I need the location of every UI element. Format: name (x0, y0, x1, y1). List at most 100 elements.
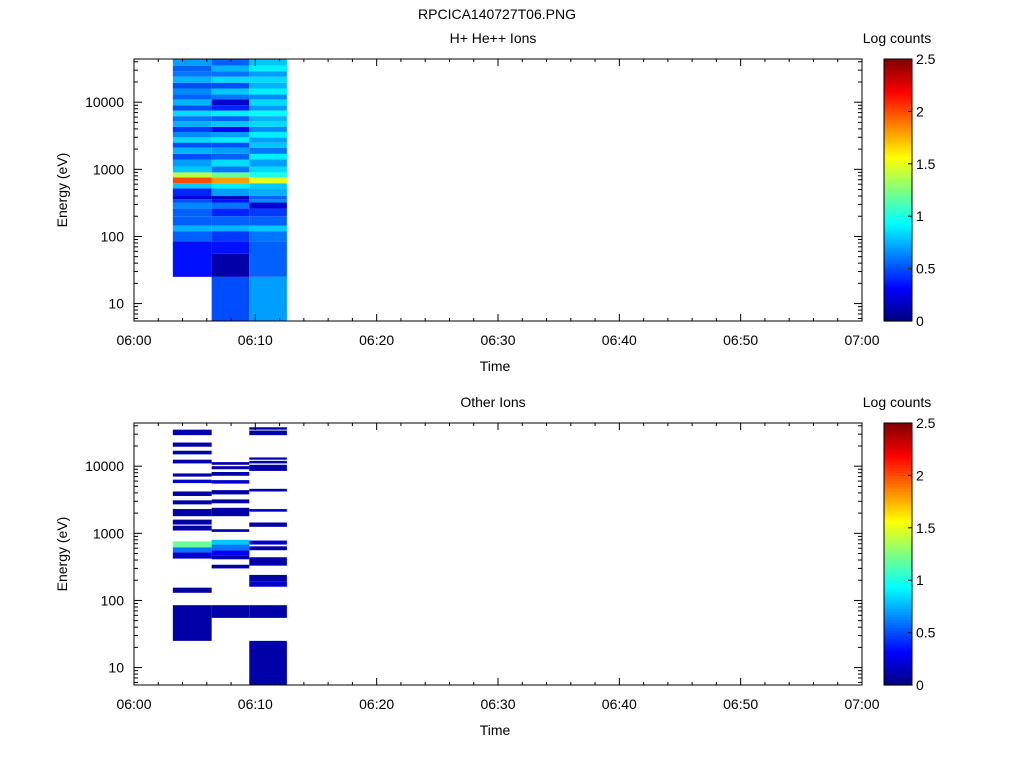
colorbar-segment (884, 260, 912, 264)
heatmap-cell (249, 522, 287, 527)
colorbar-segment (884, 585, 912, 589)
colorbar-segment (884, 74, 912, 78)
colorbar-tick-label: 1.5 (916, 520, 936, 536)
colorbar-segment (884, 658, 912, 663)
x-tick-label: 07:00 (844, 332, 879, 348)
heatmap-cell (172, 153, 212, 160)
colorbar-segment (884, 457, 912, 461)
heatmap-cell (211, 507, 250, 517)
heatmap-cell (172, 116, 212, 122)
colorbar-segment (884, 93, 912, 97)
heatmap-cell (249, 199, 287, 203)
colorbar-segment (884, 137, 912, 141)
heatmap-cell (172, 547, 212, 553)
colorbar-segment (884, 501, 912, 505)
heatmap-cell (211, 462, 250, 465)
heatmap-cell (211, 471, 250, 476)
colorbar-segment (884, 300, 912, 304)
colorbar-segment (884, 216, 912, 220)
heatmap-cell (211, 59, 250, 66)
heatmap-cell (211, 88, 250, 95)
colorbar-segment (884, 258, 912, 262)
colorbar-segment (884, 145, 912, 149)
heatmap-cell (211, 276, 250, 321)
heatmap-cell (249, 131, 287, 138)
colorbar-frame (883, 422, 913, 686)
colorbar-segment (884, 224, 912, 228)
heatmap-cell (172, 177, 212, 184)
colorbar-segment (884, 218, 912, 223)
x-tick-label: 06:20 (359, 332, 394, 348)
heatmap-cell (172, 587, 212, 593)
heatmap-cell (249, 231, 287, 242)
colorbar-segment (884, 184, 912, 188)
colorbar-segment (884, 664, 912, 668)
colorbar-segment (884, 64, 912, 68)
heatmap-cell (172, 131, 212, 138)
heatmap-cell (172, 473, 212, 477)
colorbar-segment (884, 627, 912, 631)
heatmap-cell (211, 172, 250, 178)
x-tick-label: 06:50 (723, 332, 758, 348)
heatmap-cell (249, 581, 287, 587)
heatmap-cell (211, 177, 250, 184)
y-tick-label: 100 (101, 228, 125, 244)
colorbar-segment (884, 590, 912, 594)
colorbar-segment (884, 632, 912, 636)
colorbar-segment (884, 302, 912, 306)
heatmap-cell (249, 110, 287, 117)
colorbar-segment (884, 551, 912, 555)
x-tick-label: 06:10 (238, 696, 273, 712)
heatmap-cell (172, 429, 212, 436)
colorbar-segment (884, 669, 912, 673)
heatmap-cell (249, 605, 287, 618)
heatmap-cell (211, 188, 250, 197)
colorbar-segment (884, 119, 912, 123)
colorbar-segment (884, 506, 912, 511)
colorbar-segment (884, 533, 912, 537)
heatmap-cell (172, 82, 212, 89)
heatmap-cells (172, 59, 287, 321)
x-tick-label: 06:20 (359, 696, 394, 712)
colorbar-tick-label: 0 (916, 677, 924, 693)
colorbar-segment (884, 622, 912, 626)
heatmap-cell (172, 172, 212, 178)
heatmap-cell (211, 499, 250, 504)
colorbar-segment (884, 318, 912, 322)
heatmap-cell (211, 490, 250, 495)
colorbar-segment (884, 433, 912, 437)
heatmap-cell (172, 552, 212, 559)
colorbar-segment (884, 221, 912, 225)
heatmap-cell (172, 159, 212, 167)
colorbar-segment (884, 519, 912, 524)
colorbar-segment (884, 470, 912, 474)
colorbar-tick-label: 2.5 (916, 51, 936, 67)
colorbar-segment (884, 61, 912, 65)
colorbar-segment (884, 203, 912, 207)
heatmap-cell (249, 276, 287, 321)
heatmap-cell (172, 241, 212, 277)
heatmap-cell (249, 172, 287, 178)
heatmap-cell (172, 105, 212, 111)
colorbar-segment (884, 59, 912, 63)
colorbar: 0 0.5 1 1.5 2 2.5 Log counts (863, 394, 936, 693)
heatmap-cell (211, 466, 250, 470)
colorbar-segment (884, 182, 912, 186)
heatmap-cell (249, 105, 287, 111)
heatmap-cell (211, 65, 250, 72)
colorbar-segment (884, 446, 912, 450)
colorbar-segment (884, 509, 912, 513)
colorbar-segment (884, 190, 912, 194)
heatmap-cell (249, 159, 287, 167)
colorbar-tick-label: 0.5 (916, 261, 936, 277)
colorbar-segment (884, 580, 912, 584)
heatmap-cell (249, 99, 287, 106)
heatmap-cell (249, 546, 287, 551)
colorbar-segment (884, 169, 912, 173)
colorbar-segment (884, 496, 912, 500)
heatmap-cell (249, 208, 287, 217)
colorbar-segment (884, 208, 912, 212)
heatmap-cell (172, 166, 212, 173)
colorbar-segment (884, 514, 912, 518)
heatmap-cell (249, 59, 287, 66)
